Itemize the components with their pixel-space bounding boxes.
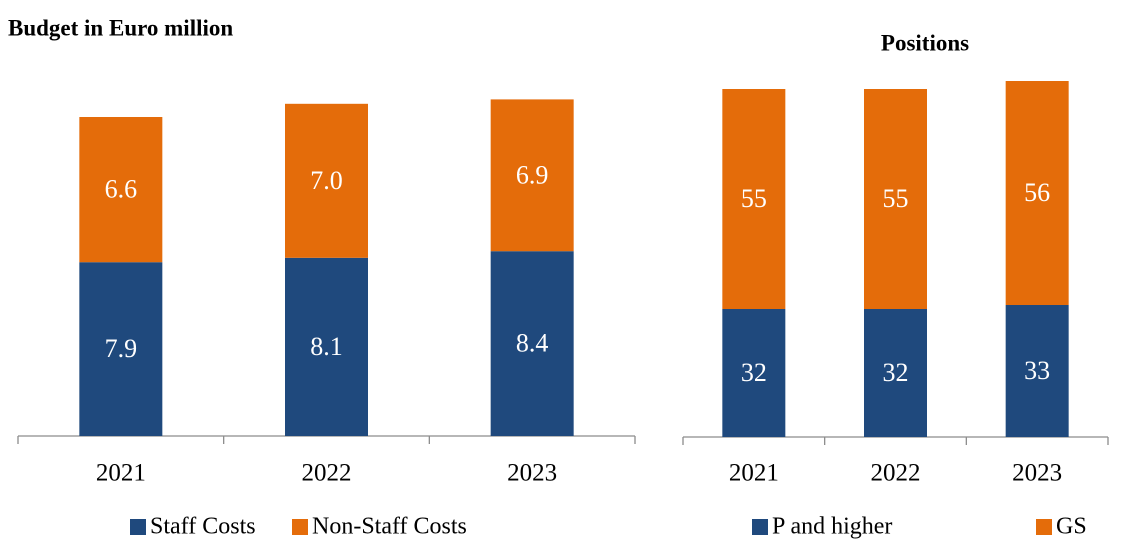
- data-label: 6.9: [516, 160, 549, 189]
- data-label: 6.6: [105, 175, 138, 204]
- bar-segment: [722, 89, 786, 309]
- data-label: 32: [883, 358, 909, 387]
- x-tick-label: 2021: [729, 460, 779, 487]
- data-label: 32: [741, 358, 767, 387]
- x-tick-label: 2023: [507, 460, 557, 487]
- data-label: 55: [883, 184, 909, 213]
- x-tick-label: 2022: [871, 460, 921, 487]
- bar-segment: [722, 309, 786, 437]
- bar-segment: [79, 262, 163, 436]
- x-tick-label: 2023: [1012, 460, 1062, 487]
- x-tick-label: 2021: [96, 460, 146, 487]
- data-label: 7.9: [105, 334, 138, 363]
- data-label: 7.0: [310, 166, 343, 195]
- data-label: 33: [1024, 356, 1050, 385]
- data-label: 8.4: [516, 329, 549, 358]
- legend-swatch: [292, 519, 308, 535]
- bar-segment: [79, 117, 163, 263]
- bar-segment: [285, 103, 368, 258]
- bar-segment: [864, 309, 927, 437]
- bar-segment: [490, 251, 574, 436]
- legend-label: P and higher: [772, 514, 892, 540]
- legend-label: Non-Staff Costs: [312, 514, 467, 540]
- bar-segment: [285, 257, 368, 436]
- legend-swatch: [130, 519, 146, 535]
- data-label: 8.1: [310, 332, 343, 361]
- legend-label: GS: [1056, 514, 1087, 540]
- legend-swatch: [1036, 519, 1052, 535]
- bar-segment: [490, 99, 574, 252]
- bar-segment: [1005, 81, 1069, 305]
- data-label: 56: [1024, 178, 1050, 207]
- bar-segment: [1005, 305, 1069, 437]
- data-label: 55: [741, 184, 767, 213]
- chart-title: Budget in Euro million: [8, 15, 233, 40]
- bar-segment: [864, 89, 927, 309]
- legend-label: Staff Costs: [150, 514, 256, 540]
- legend-swatch: [752, 519, 768, 535]
- chart-title: Positions: [881, 30, 969, 55]
- x-tick-label: 2022: [302, 460, 352, 487]
